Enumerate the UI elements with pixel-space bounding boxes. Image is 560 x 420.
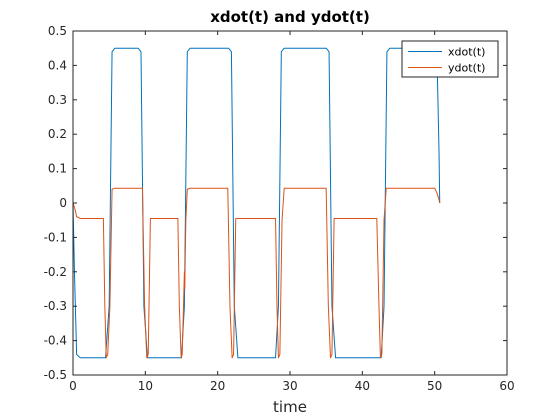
x-tick-label: 50 <box>427 379 442 393</box>
y-tick-label: 0.3 <box>48 93 67 107</box>
y-tick-label: -0.2 <box>44 265 67 279</box>
x-tick-label: 20 <box>210 379 225 393</box>
y-tick-label: -0.3 <box>44 299 67 313</box>
legend-box <box>401 40 499 78</box>
y-tick-label: 0.4 <box>48 58 67 72</box>
chart-title: xdot(t) and ydot(t) <box>210 8 370 26</box>
y-tick-label: 0.5 <box>48 24 67 38</box>
y-tick-label: -0.1 <box>44 230 67 244</box>
axes-box <box>72 30 508 376</box>
x-tick-label: 60 <box>499 379 514 393</box>
axes-background <box>73 31 507 375</box>
tick-layer: 0 10 20 30 40 50 60 0.5 0.4 0.3 0.2 0.1 0 -0.1 -0.2 -0.… <box>44 24 515 393</box>
legend-label-ydot: ydot(t) <box>448 62 485 75</box>
legend: xdot(t) ydot(t) <box>401 40 499 78</box>
x-axis-label: time <box>273 398 307 416</box>
series-line-xdot-t <box>72 47 441 359</box>
x-tick-label: 10 <box>138 379 153 393</box>
x-tick-label: 40 <box>355 379 370 393</box>
y-tick-label: 0.2 <box>48 127 67 141</box>
y-tick-label: 0.1 <box>48 162 67 176</box>
series-layer <box>72 47 441 359</box>
y-tick-label: -0.4 <box>44 334 67 348</box>
series-line-ydot-t <box>72 187 441 359</box>
x-tick-label: 0 <box>69 379 77 393</box>
y-tick-label: 0 <box>59 196 67 210</box>
x-tick-label: 30 <box>282 379 297 393</box>
y-tick-label: -0.5 <box>44 368 67 382</box>
legend-label-xdot: xdot(t) <box>448 46 485 59</box>
